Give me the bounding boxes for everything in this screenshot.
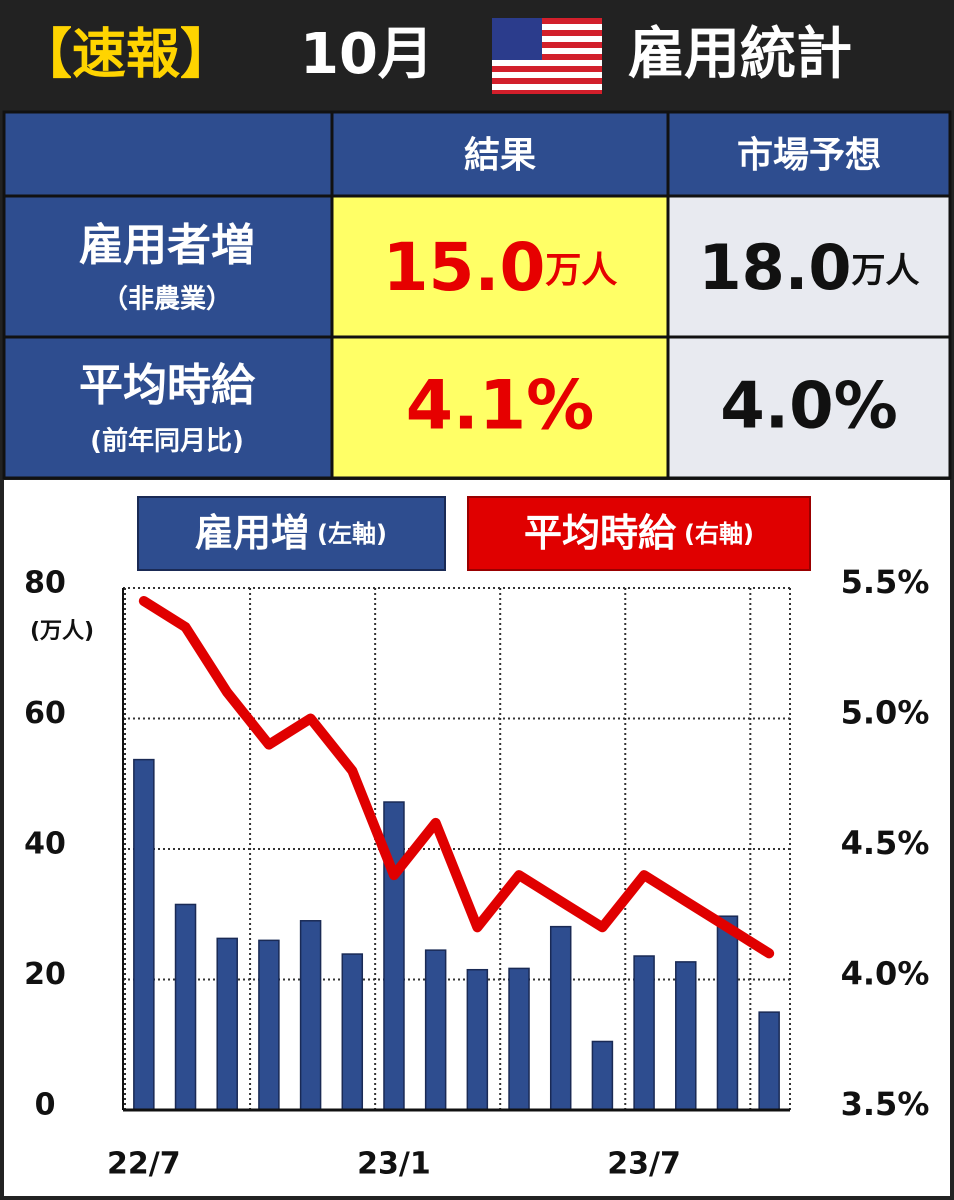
bar: [633, 955, 655, 1111]
y2-tick-label: 4.5%: [841, 824, 930, 862]
bar: [758, 1011, 780, 1111]
row-label: 平均時給: [79, 360, 256, 411]
plot: 0 20 40 60 80 3.5% 4.0% 4.5% 5.0% 5.5% 22/7 23/1 23/…: [24, 563, 929, 1182]
header-title: 雇用統計: [628, 22, 852, 87]
bar: [591, 1040, 614, 1111]
bar: [258, 939, 280, 1111]
y-tick-label: 60: [24, 696, 66, 731]
legend-box: [467, 496, 811, 571]
y-tick-label: 40: [24, 827, 66, 862]
y2-tick-label: 5.5%: [841, 563, 930, 601]
legend-axis: (左軸): [317, 520, 387, 548]
x-tick-label: 23/7: [607, 1147, 681, 1182]
legend-name: 雇用増: [195, 511, 309, 555]
bar: [508, 967, 530, 1111]
legend-axis: (右軸): [684, 520, 754, 548]
bar: [299, 920, 322, 1111]
forecast-value: 4.0%: [720, 370, 898, 444]
row-sublabel: (前年同月比): [90, 426, 244, 457]
y2-tick-label: 4.0%: [841, 955, 930, 993]
forecast-unit: 万人: [851, 251, 919, 291]
result-number: 15.0: [383, 229, 546, 306]
result-unit: 万人: [545, 250, 617, 291]
y-unit: (万人): [30, 619, 94, 644]
result-value: 4.1%: [406, 367, 595, 446]
bar: [716, 915, 739, 1111]
legend-entry: 雇用増 (左軸): [195, 511, 387, 555]
bar: [341, 953, 364, 1111]
bar: [424, 949, 447, 1111]
y2-tick-label: 3.5%: [841, 1085, 930, 1123]
y-tick-label: 20: [24, 957, 66, 992]
header-tag: 【速報】: [18, 23, 234, 86]
us-flag: [492, 18, 602, 94]
bar: [216, 937, 238, 1111]
bar: [466, 968, 489, 1111]
row-sublabel: （非農業）: [102, 285, 232, 315]
y-tick-label: 80: [24, 566, 66, 601]
bar: [549, 925, 572, 1111]
forecast-value: 18.0万人: [699, 231, 920, 304]
line: [138, 596, 775, 959]
y-tick-label: 0: [35, 1088, 56, 1123]
result-value: 15.0万人: [383, 229, 618, 306]
forecast-number: 18.0: [699, 231, 852, 304]
legend-entry: 平均時給 (右軸): [524, 511, 754, 555]
row-label: 雇用者増: [79, 220, 255, 271]
bar: [133, 758, 155, 1111]
legend-box: [137, 496, 446, 571]
bar: [174, 903, 197, 1111]
table-grid: [2, 110, 952, 480]
legend-name: 平均時給: [524, 511, 677, 555]
y2-tick-label: 5.0%: [841, 694, 930, 732]
bar: [675, 961, 697, 1111]
x-tick-label: 23/1: [357, 1147, 431, 1182]
x-tick-label: 22/7: [107, 1147, 181, 1182]
column-header: 市場予想: [737, 135, 881, 176]
header-month: 10月: [300, 22, 434, 87]
column-header: 結果: [464, 135, 536, 176]
